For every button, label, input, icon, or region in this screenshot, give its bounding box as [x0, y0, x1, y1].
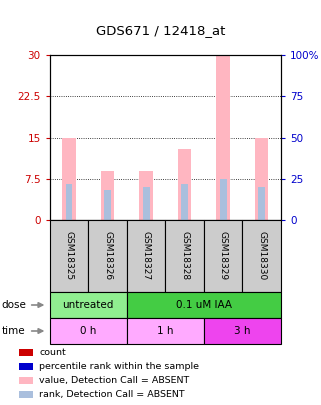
- Bar: [50, 318, 127, 344]
- Text: count: count: [39, 348, 66, 357]
- Text: GSM18325: GSM18325: [65, 231, 74, 281]
- Bar: [216, 55, 230, 220]
- Bar: [204, 220, 242, 292]
- Bar: [19, 349, 33, 356]
- Bar: [19, 377, 33, 384]
- Bar: [255, 138, 268, 220]
- Bar: [204, 318, 281, 344]
- Text: percentile rank within the sample: percentile rank within the sample: [39, 362, 199, 371]
- Bar: [127, 220, 165, 292]
- Bar: [178, 149, 191, 220]
- Bar: [104, 190, 111, 220]
- Bar: [88, 220, 127, 292]
- Bar: [127, 292, 281, 318]
- Text: rank, Detection Call = ABSENT: rank, Detection Call = ABSENT: [39, 390, 185, 399]
- Text: 0.1 uM IAA: 0.1 uM IAA: [176, 300, 232, 310]
- Text: value, Detection Call = ABSENT: value, Detection Call = ABSENT: [39, 376, 190, 385]
- Text: GSM18327: GSM18327: [142, 231, 151, 281]
- Bar: [220, 179, 227, 220]
- Bar: [242, 220, 281, 292]
- Bar: [19, 363, 33, 370]
- Bar: [19, 390, 33, 398]
- Text: 3 h: 3 h: [234, 326, 251, 336]
- Text: GSM18329: GSM18329: [219, 231, 228, 281]
- Bar: [143, 187, 150, 220]
- Text: GDS671 / 12418_at: GDS671 / 12418_at: [96, 24, 225, 37]
- Bar: [62, 138, 76, 220]
- Text: 0 h: 0 h: [80, 326, 97, 336]
- Bar: [65, 184, 73, 220]
- Bar: [258, 187, 265, 220]
- Bar: [181, 184, 188, 220]
- Text: GSM18330: GSM18330: [257, 231, 266, 281]
- Bar: [50, 292, 127, 318]
- Text: untreated: untreated: [63, 300, 114, 310]
- Text: dose: dose: [2, 300, 26, 310]
- Bar: [50, 220, 88, 292]
- Bar: [139, 171, 153, 220]
- Text: GSM18328: GSM18328: [180, 231, 189, 281]
- Bar: [127, 318, 204, 344]
- Text: GSM18326: GSM18326: [103, 231, 112, 281]
- Text: time: time: [2, 326, 25, 336]
- Bar: [165, 220, 204, 292]
- Bar: [101, 171, 114, 220]
- Text: 1 h: 1 h: [157, 326, 174, 336]
